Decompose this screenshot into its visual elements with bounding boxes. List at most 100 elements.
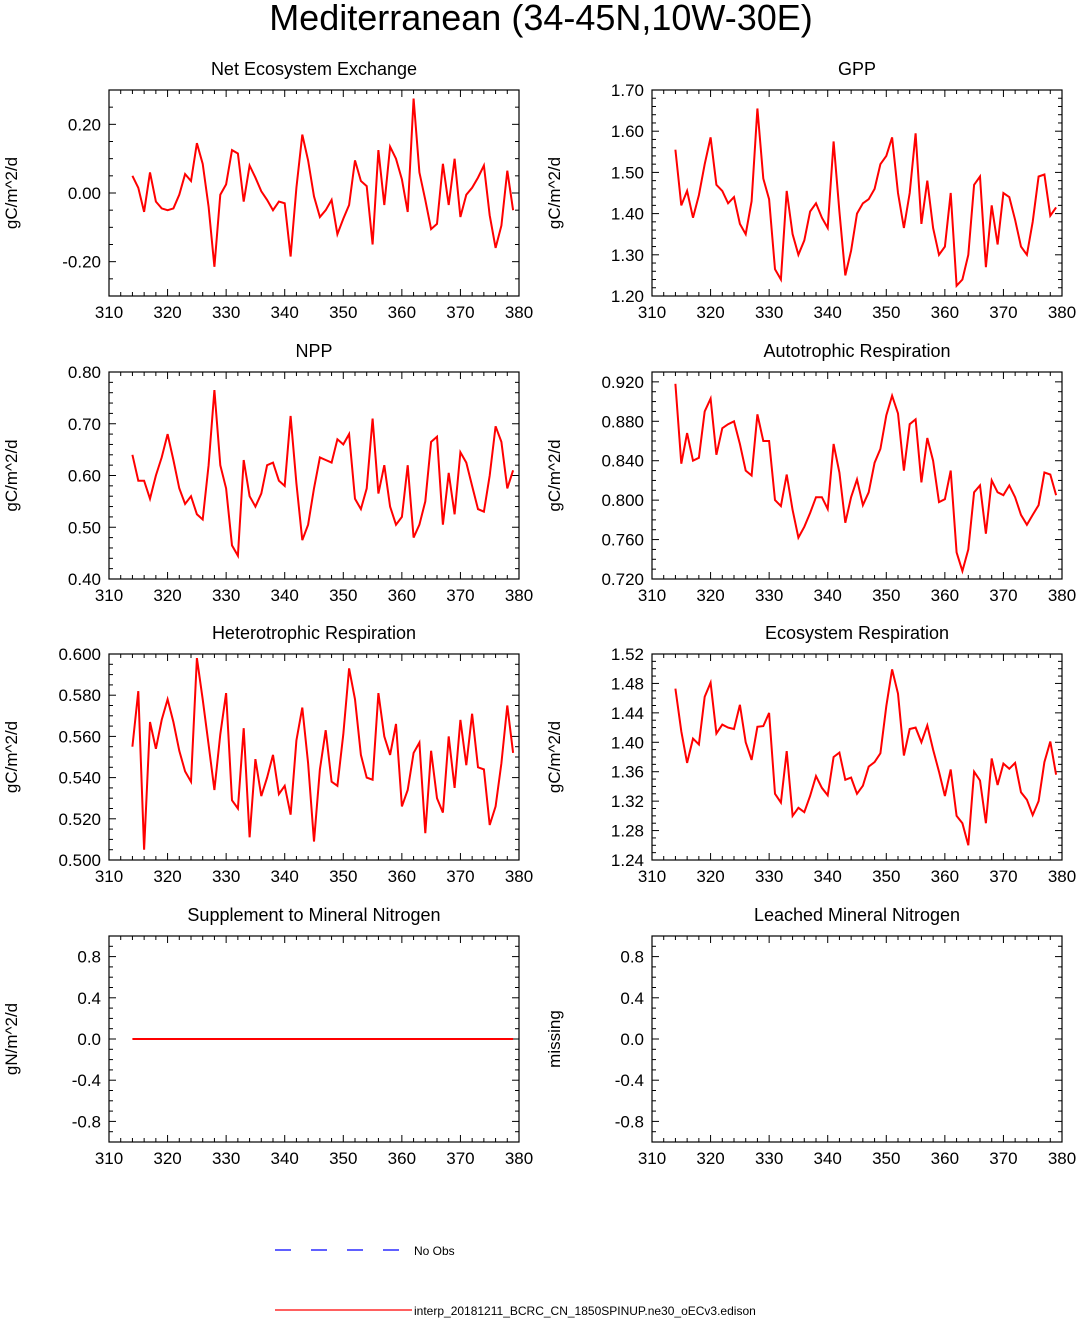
chart-panel-5: 310 320 330 340 350 360 370 380 0.500 0.520 0.540 0… bbox=[2, 623, 533, 886]
y-tick-label: 1.30 bbox=[611, 246, 644, 265]
y-tick-label: 0.50 bbox=[68, 518, 101, 537]
x-tick-label: 330 bbox=[212, 867, 240, 886]
x-tick-label: 380 bbox=[505, 303, 533, 322]
chart-panel-7: 310 320 330 340 350 360 370 380 -0.8 -0.4 0.0 0.4 0.… bbox=[2, 905, 533, 1168]
series-line-1 bbox=[674, 108, 1057, 289]
y-tick-label: 1.50 bbox=[611, 163, 644, 182]
y-tick-label: 0.580 bbox=[58, 686, 101, 705]
x-tick-label: 340 bbox=[271, 586, 299, 605]
panel-title: Heterotrophic Respiration bbox=[212, 623, 416, 643]
x-tick-label: 350 bbox=[329, 586, 357, 605]
y-axis-label: missing bbox=[545, 1010, 564, 1068]
y-tick-label: 0.60 bbox=[68, 467, 101, 486]
x-tick-label: 340 bbox=[814, 586, 842, 605]
x-tick-label: 350 bbox=[872, 867, 900, 886]
y-axis-label: gN/m^2/d bbox=[2, 1003, 21, 1075]
x-tick-label: 380 bbox=[505, 1149, 533, 1168]
y-tick-label: 1.32 bbox=[611, 792, 644, 811]
y-tick-label: 0.920 bbox=[601, 373, 644, 392]
x-tick-label: 380 bbox=[1048, 586, 1076, 605]
x-tick-label: 360 bbox=[388, 867, 416, 886]
x-tick-label: 310 bbox=[95, 867, 123, 886]
legend-model-label: interp_20181211_BCRC_CN_1850SPINUP.ne30_… bbox=[414, 1304, 756, 1318]
y-tick-label: 0.8 bbox=[77, 948, 101, 967]
y-tick-label: 1.40 bbox=[611, 205, 644, 224]
series-line-1 bbox=[131, 390, 515, 560]
panel-title: NPP bbox=[295, 341, 332, 361]
x-tick-label: 380 bbox=[1048, 867, 1076, 886]
legend: No Obs interp_20181211_BCRC_CN_1850SPINU… bbox=[275, 1244, 756, 1318]
y-tick-label: 0.0 bbox=[77, 1030, 101, 1049]
x-tick-label: 340 bbox=[814, 303, 842, 322]
y-tick-label: 0.540 bbox=[58, 769, 101, 788]
x-tick-label: 330 bbox=[755, 1149, 783, 1168]
chart-panel-1: 310 320 330 340 350 360 370 380 -0.20 0.00 0.20 Net… bbox=[2, 59, 533, 322]
x-tick-label: 380 bbox=[1048, 1149, 1076, 1168]
y-tick-label: 1.40 bbox=[611, 733, 644, 752]
x-tick-label: 320 bbox=[153, 867, 181, 886]
x-tick-label: 370 bbox=[989, 303, 1017, 322]
y-tick-label: 0.880 bbox=[601, 412, 644, 431]
y-tick-label: 1.44 bbox=[611, 704, 644, 723]
x-tick-label: 370 bbox=[446, 1149, 474, 1168]
x-tick-label: 330 bbox=[212, 1149, 240, 1168]
x-tick-label: 350 bbox=[872, 586, 900, 605]
y-tick-label: 1.28 bbox=[611, 822, 644, 841]
y-tick-label: 0.500 bbox=[58, 851, 101, 870]
x-tick-label: 370 bbox=[989, 867, 1017, 886]
x-tick-label: 380 bbox=[505, 867, 533, 886]
series-line-1 bbox=[131, 657, 515, 850]
y-tick-label: -0.4 bbox=[615, 1071, 644, 1090]
y-tick-label: 0.00 bbox=[68, 184, 101, 203]
y-tick-label: 1.20 bbox=[611, 287, 644, 306]
x-tick-label: 370 bbox=[989, 1149, 1017, 1168]
y-tick-label: 0.70 bbox=[68, 415, 101, 434]
x-tick-label: 320 bbox=[696, 586, 724, 605]
y-tick-label: 1.36 bbox=[611, 763, 644, 782]
x-tick-label: 350 bbox=[329, 867, 357, 886]
panels: 310 320 330 340 350 360 370 380 -0.20 0.00 0.20 Net… bbox=[2, 59, 1076, 1168]
chart-panel-6: 310 320 330 340 350 360 370 380 1.24 1.28 1.32 1.36… bbox=[545, 623, 1076, 886]
x-tick-label: 360 bbox=[388, 586, 416, 605]
x-tick-label: 310 bbox=[638, 867, 666, 886]
y-axis-label: gC/m^2/d bbox=[2, 439, 21, 511]
y-tick-label: -0.8 bbox=[72, 1112, 101, 1131]
x-tick-label: 380 bbox=[1048, 303, 1076, 322]
y-tick-label: 1.60 bbox=[611, 122, 644, 141]
series-line-1 bbox=[131, 98, 515, 267]
y-tick-label: 0.520 bbox=[58, 810, 101, 829]
panel-title: Ecosystem Respiration bbox=[765, 623, 949, 643]
y-tick-label: 0.4 bbox=[620, 989, 644, 1008]
plot-frame bbox=[651, 371, 1063, 580]
x-tick-label: 360 bbox=[931, 303, 959, 322]
y-tick-label: -0.4 bbox=[72, 1071, 101, 1090]
y-tick-label: 0.720 bbox=[601, 570, 644, 589]
series-line-1 bbox=[674, 383, 1058, 575]
x-tick-label: 320 bbox=[696, 867, 724, 886]
x-tick-label: 320 bbox=[153, 586, 181, 605]
y-axis-label: gC/m^2/d bbox=[545, 721, 564, 793]
chart-panel-8: 310 320 330 340 350 360 370 380 -0.8 -0.4 0.0 0.4 0.… bbox=[545, 905, 1076, 1168]
y-tick-label: 0.0 bbox=[620, 1030, 644, 1049]
x-tick-label: 310 bbox=[638, 586, 666, 605]
x-tick-label: 340 bbox=[271, 867, 299, 886]
x-tick-label: 310 bbox=[95, 1149, 123, 1168]
panel-title: Net Ecosystem Exchange bbox=[211, 59, 417, 79]
x-tick-label: 370 bbox=[989, 586, 1017, 605]
chart-panel-3: 310 320 330 340 350 360 370 380 0.40 0.50 0.60 0.70… bbox=[2, 341, 533, 605]
x-tick-label: 310 bbox=[95, 303, 123, 322]
legend-obs-label: No Obs bbox=[414, 1244, 455, 1258]
x-tick-label: 320 bbox=[153, 1149, 181, 1168]
y-tick-label: 0.560 bbox=[58, 727, 101, 746]
x-tick-label: 310 bbox=[638, 1149, 666, 1168]
plot-frame bbox=[651, 653, 1063, 861]
panel-title: Autotrophic Respiration bbox=[763, 341, 950, 361]
y-tick-label: 0.20 bbox=[68, 115, 101, 134]
y-axis-label: gC/m^2/d bbox=[2, 721, 21, 793]
plot-frame bbox=[651, 89, 1063, 297]
chart-panel-4: 310 320 330 340 350 360 370 380 0.720 0.760 0.800 0… bbox=[545, 341, 1076, 605]
x-tick-label: 350 bbox=[872, 303, 900, 322]
x-tick-label: 370 bbox=[446, 586, 474, 605]
x-tick-label: 350 bbox=[329, 303, 357, 322]
